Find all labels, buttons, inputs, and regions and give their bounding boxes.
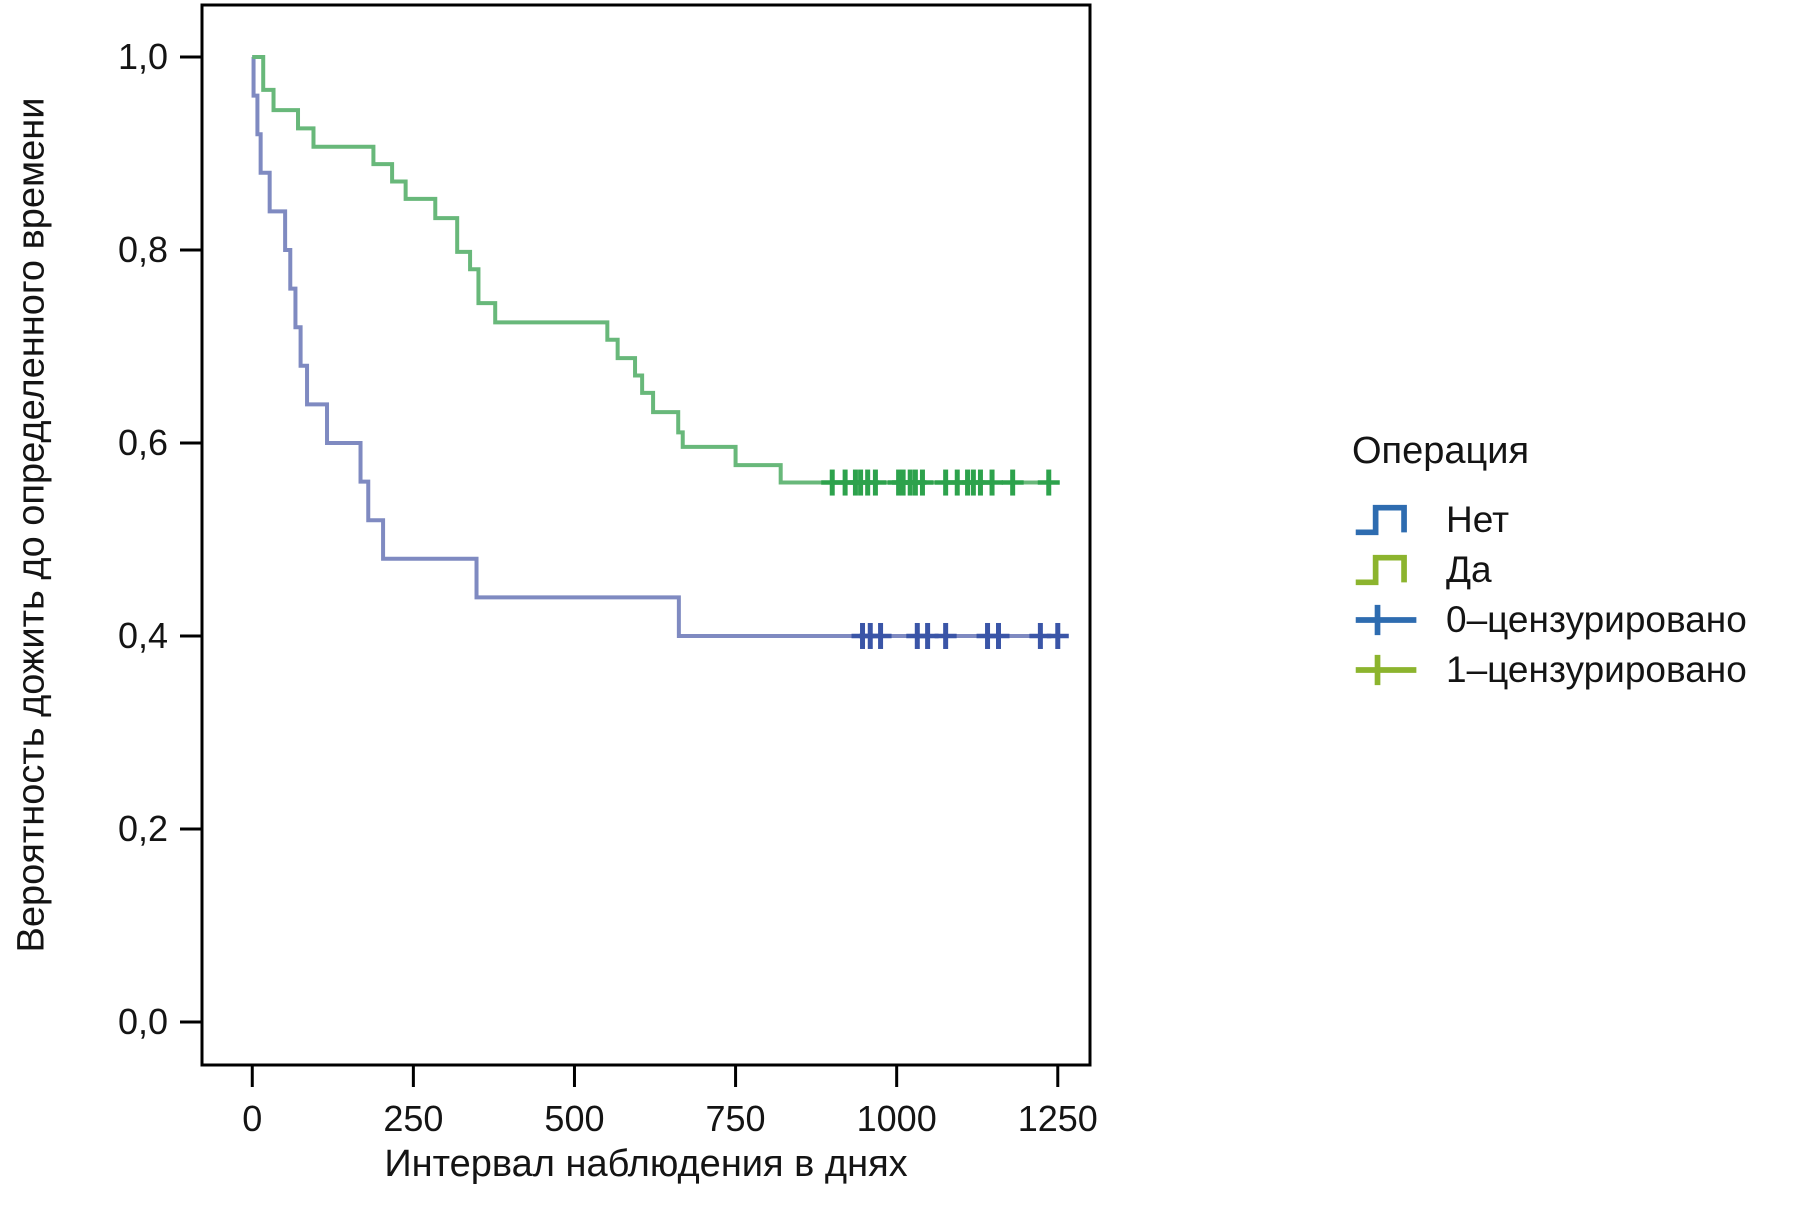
x-tick-label: 1000 [856, 1098, 937, 1139]
step-curve-icon [1355, 504, 1407, 536]
survival-curve-0 [251, 55, 1066, 638]
legend-item-label: Да [1446, 549, 1492, 590]
y-axis-title: Вероятность дожить до определенного врем… [10, 97, 53, 953]
legend-item-label: Нет [1446, 499, 1510, 540]
x-tick-label: 1250 [1017, 1098, 1098, 1139]
y-tick-label: 0,6 [117, 421, 168, 463]
censor-plus-icon [1355, 604, 1417, 636]
censor-plus-icon [1355, 654, 1417, 686]
y-tick-label: 0,4 [117, 614, 168, 656]
legend-item: Да [1352, 545, 1747, 595]
legend-item: 0–цензурировано [1352, 595, 1747, 645]
x-tick-label: 250 [383, 1098, 444, 1139]
step-curve-icon [1355, 554, 1407, 586]
legend-item: Нет [1352, 495, 1747, 545]
x-axis-title: Интервал наблюдения в днях [384, 1143, 908, 1185]
legend-items: Нет Да 0–цензурировано 1–цензурировано [1352, 495, 1747, 695]
legend-item-label: 1–цензурировано [1446, 649, 1747, 690]
y-tick-label: 0,2 [117, 807, 168, 849]
x-tick-label: 0 [242, 1098, 263, 1139]
y-tick-label: 0,0 [117, 1000, 168, 1042]
legend-title: Операция [1352, 430, 1530, 472]
legend-item: 1–цензурировано [1352, 645, 1747, 695]
survival-curve-1 [252, 55, 1059, 485]
legend: Операция Нет Да 0–цензурировано 1–цензуриро… [1352, 430, 1747, 695]
legend-item-label: 0–цензурировано [1446, 599, 1747, 640]
x-tick-label: 750 [705, 1098, 766, 1139]
x-tick-label: 500 [544, 1098, 605, 1139]
y-tick-label: 1,0 [117, 36, 168, 77]
plot-frame [200, 3, 1092, 1067]
y-tick-label: 0,8 [117, 229, 168, 270]
